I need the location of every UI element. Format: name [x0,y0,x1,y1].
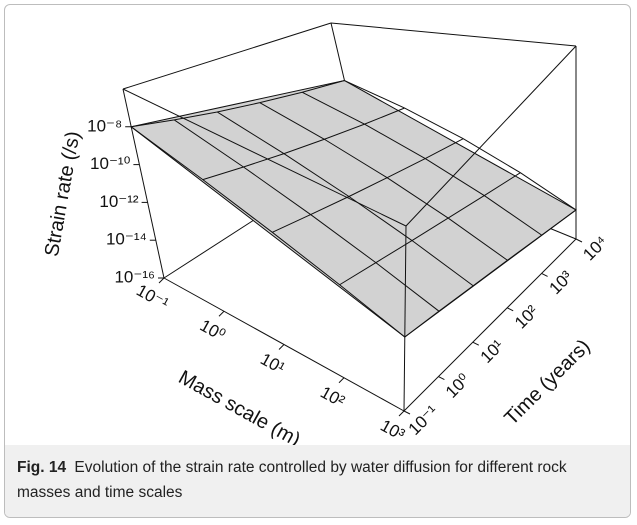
surface-grid-line [259,102,508,261]
x-tick-label: 10⁰ [197,316,229,345]
y-tick-label: 10⁴ [579,232,611,264]
x-tick-label: 10¹ [257,349,288,378]
x-tick [218,310,225,317]
z-axis-title: Strain rate (/s) [41,130,85,259]
z-tick-label: 10⁻¹² [99,192,139,211]
y-tick-label: 10¹ [477,336,508,367]
surface-grid-line [344,80,577,211]
y-tick-label: 10³ [545,267,576,298]
y-tick-label: 10⁰ [442,370,474,402]
chart: 10⁻¹10⁰10¹10²10³10⁻¹10⁰10¹10²10³10⁴10⁻¹⁶… [41,22,611,445]
y-tick [541,272,548,277]
surface-grid-line [173,119,440,312]
y-tick [472,341,480,346]
z-tick-label: 10⁻¹⁴ [106,230,147,249]
surface-grid-line [216,111,474,287]
figure-frame: 10⁻¹ 10⁰ 10¹ 10² 10³ 10⁻¹ 10⁰ 10¹ 10² 10³ 10⁴ 10⁻¹⁶… [4,4,631,518]
y-tick [575,238,583,243]
box-edge [403,225,407,412]
x-tick-label: 10³ [377,416,408,445]
x-tick [398,410,405,417]
y-tick [403,410,411,415]
box-edge [403,238,577,412]
z-tick-label: 10⁻¹⁶ [114,267,155,286]
x-tick-label: 10² [317,383,348,412]
box-edge [122,88,407,227]
box-edge [330,22,577,47]
z-tick-label: 10⁻¹⁰ [90,154,131,173]
y-tick [506,307,514,312]
z-tick-label: 10⁻⁸ [87,116,122,135]
caption: Fig. 14 Evolution of the strain rate con… [5,445,630,517]
box-edge [122,88,165,279]
surface-grid-line [130,126,406,338]
x-tick [338,377,345,384]
y-tick-label: 10⁻¹ [405,401,442,438]
y-tick-label: 10² [511,301,542,332]
box-edge [122,22,332,90]
surface-grid-line [202,107,405,181]
surface-grid-line [272,138,464,233]
surface-grid-line [302,91,542,236]
surface-grid-line [339,172,521,286]
box-edge [405,45,577,227]
caption-label: Fig. 14 [17,459,67,476]
caption-text: Evolution of the strain rate controlled … [17,459,567,501]
y-axis-title: Time (years) [500,335,594,429]
surface-grid-line [404,209,577,338]
x-tick [158,277,165,284]
x-axis-title: Mass scale (m) [175,366,304,445]
x-tick [278,344,285,350]
y-tick [438,376,445,381]
surface-grid-line [131,80,345,128]
